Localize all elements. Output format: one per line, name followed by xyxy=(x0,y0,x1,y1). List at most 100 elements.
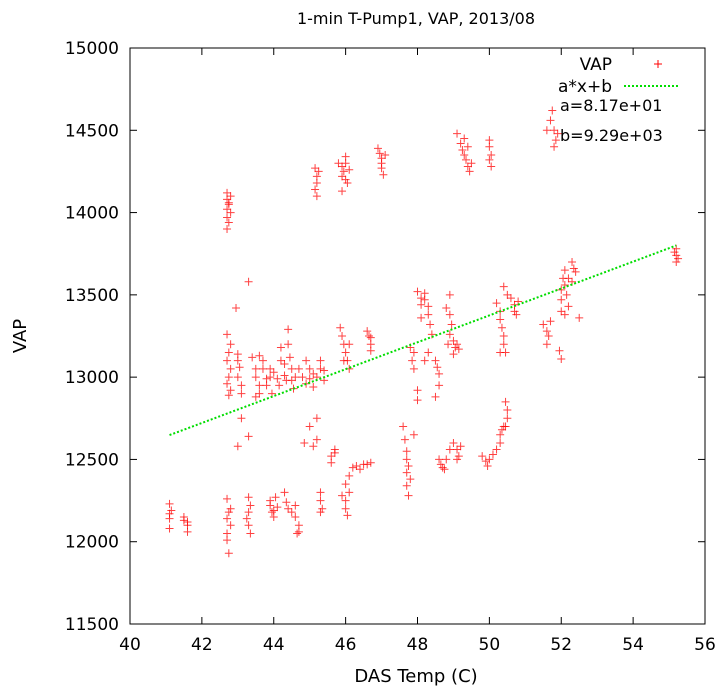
data-point xyxy=(447,320,456,329)
data-point xyxy=(309,383,318,392)
data-point xyxy=(453,455,462,464)
data-point xyxy=(251,364,260,373)
data-point xyxy=(345,471,354,480)
data-point xyxy=(366,346,375,355)
data-point xyxy=(284,340,293,349)
data-point xyxy=(258,364,267,373)
data-point xyxy=(417,313,426,322)
data-point xyxy=(224,373,233,382)
data-point xyxy=(404,462,413,471)
data-point xyxy=(408,356,417,365)
data-point xyxy=(341,159,350,168)
data-point xyxy=(271,493,280,502)
data-point xyxy=(548,106,557,115)
data-point xyxy=(435,369,444,378)
data-point xyxy=(312,178,321,187)
data-point xyxy=(224,549,233,558)
data-point xyxy=(404,491,413,500)
data-point xyxy=(438,463,447,472)
data-point xyxy=(224,218,233,227)
data-point xyxy=(460,150,469,159)
data-point xyxy=(341,496,350,505)
data-point xyxy=(341,504,350,513)
data-point xyxy=(246,501,255,510)
x-axis-title: DAS Temp (C) xyxy=(354,666,477,687)
data-point xyxy=(375,149,384,158)
data-point xyxy=(226,208,235,217)
data-point xyxy=(267,508,276,517)
data-point xyxy=(467,159,476,168)
data-point xyxy=(569,264,578,273)
data-point xyxy=(487,150,496,159)
data-point xyxy=(255,351,264,360)
data-point xyxy=(557,295,566,304)
data-point xyxy=(224,391,233,400)
data-point xyxy=(223,205,232,214)
data-point xyxy=(232,304,241,313)
data-point xyxy=(379,170,388,179)
data-point xyxy=(420,295,429,304)
y-tick-label: 12500 xyxy=(65,450,119,470)
axes: 40 42 44 46 48 50 52 54 56 11500 12000 12500 13000 13… xyxy=(65,39,716,655)
data-point xyxy=(445,445,454,454)
data-point xyxy=(338,491,347,500)
y-tick-label: 12000 xyxy=(65,533,119,553)
data-point xyxy=(311,164,320,173)
data-point xyxy=(463,142,472,151)
data-point xyxy=(293,529,302,538)
data-point xyxy=(546,116,555,125)
data-point xyxy=(223,494,232,503)
data-point xyxy=(424,302,433,311)
x-tick-label: 40 xyxy=(119,635,141,655)
data-point xyxy=(497,425,506,434)
data-point xyxy=(341,348,350,357)
data-point xyxy=(465,167,474,176)
x-tick-label: 56 xyxy=(694,635,716,655)
x-tick-label: 46 xyxy=(335,635,357,655)
data-point xyxy=(400,435,409,444)
legend-label-fit: a*x+b xyxy=(558,77,612,97)
data-point xyxy=(300,438,309,447)
data-point xyxy=(481,457,490,466)
data-point xyxy=(402,468,411,477)
data-point xyxy=(453,129,462,138)
data-point xyxy=(338,162,347,171)
data-point xyxy=(165,514,174,523)
data-point xyxy=(312,435,321,444)
data-point xyxy=(305,374,314,383)
data-point xyxy=(165,499,174,508)
data-point xyxy=(311,185,320,194)
data-point xyxy=(417,300,426,309)
data-point xyxy=(179,516,188,525)
data-point xyxy=(487,162,496,171)
data-point xyxy=(224,198,233,207)
data-point xyxy=(485,455,494,464)
data-point xyxy=(562,290,571,299)
y-tick-label: 14500 xyxy=(65,121,119,141)
data-point xyxy=(453,445,462,454)
data-point xyxy=(341,175,350,184)
data-point xyxy=(440,465,449,474)
data-point xyxy=(485,155,494,164)
data-point xyxy=(282,498,291,507)
data-point xyxy=(542,126,551,135)
data-point xyxy=(550,126,559,135)
data-point xyxy=(327,458,336,467)
data-point xyxy=(338,332,347,340)
data-point xyxy=(575,313,584,322)
data-point xyxy=(444,340,453,349)
data-point xyxy=(320,366,329,375)
data-point xyxy=(251,373,260,382)
data-point xyxy=(485,142,494,151)
data-point xyxy=(433,363,442,372)
data-point xyxy=(496,430,505,439)
data-point xyxy=(413,287,422,296)
data-point xyxy=(269,513,278,522)
y-tick-label: 13000 xyxy=(65,368,119,388)
x-tick-label: 50 xyxy=(479,635,501,655)
data-point xyxy=(336,323,345,332)
data-point xyxy=(287,376,296,385)
data-point xyxy=(226,386,235,395)
data-point xyxy=(478,452,487,461)
